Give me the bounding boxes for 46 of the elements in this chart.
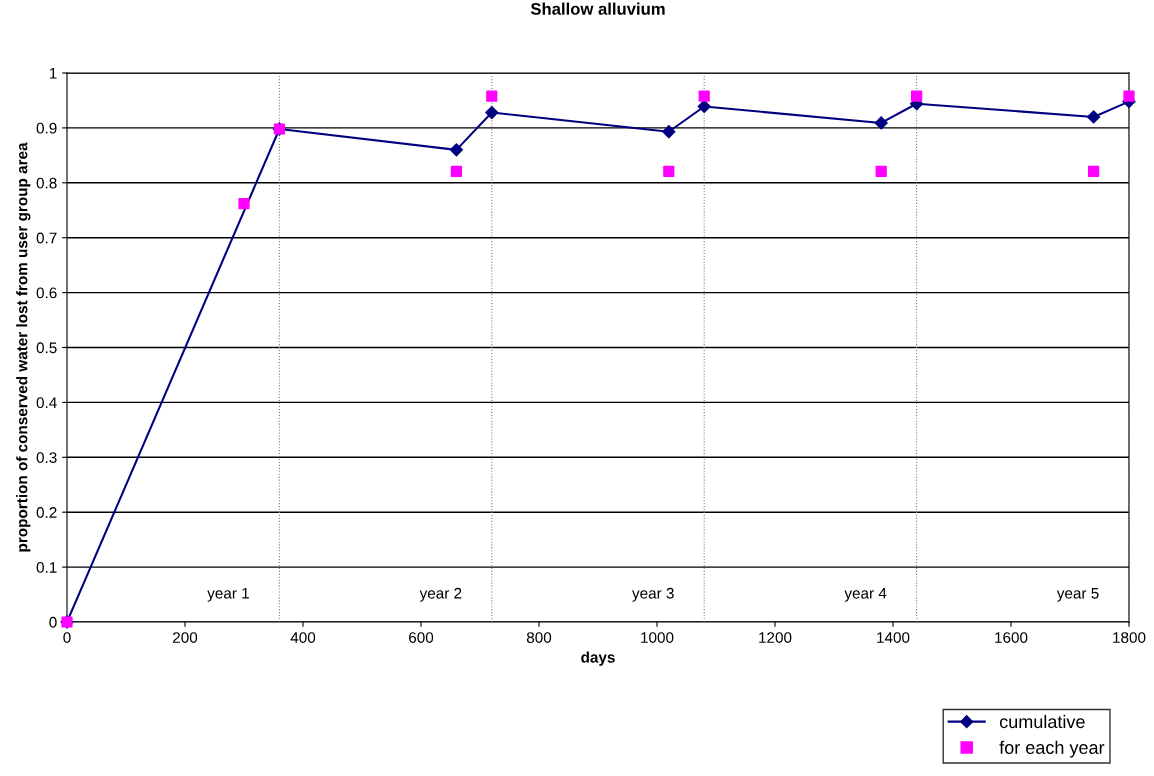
x-tick-label: 800 xyxy=(526,632,552,643)
point xyxy=(450,165,463,177)
y-tick-label: 0.8 xyxy=(36,177,57,189)
y-tick-label: 1 xyxy=(49,68,57,79)
point xyxy=(697,99,711,114)
point xyxy=(238,198,250,210)
chart-title: Shallow alluvium xyxy=(530,2,665,15)
y-tick-label: 0.2 xyxy=(36,507,57,518)
point xyxy=(1087,165,1100,177)
ref-line-label: year 5 xyxy=(1056,587,1099,602)
y-tick-label: 0.1 xyxy=(36,561,57,573)
x-tick-label: 400 xyxy=(290,632,316,643)
point xyxy=(910,90,923,102)
point xyxy=(663,165,675,177)
x-tick-label: 200 xyxy=(173,632,198,643)
ref-line-label: year 2 xyxy=(419,587,462,602)
point xyxy=(1087,110,1101,124)
x-tick-label: 1200 xyxy=(759,632,792,643)
y-tick-label: 0.6 xyxy=(36,287,57,299)
point xyxy=(486,90,498,102)
x-tick-label: 0 xyxy=(63,632,71,643)
point xyxy=(485,105,499,120)
y-tick-label: 0.3 xyxy=(36,452,57,463)
ref-line-label: year 3 xyxy=(632,587,674,602)
x-tick-label: 1600 xyxy=(995,632,1028,643)
y-tick-label: 0 xyxy=(49,616,57,628)
y-tick-label: 0.9 xyxy=(36,122,57,134)
x-tick-label: 1400 xyxy=(877,632,910,643)
x-tick-label: 1000 xyxy=(641,632,674,643)
point xyxy=(1123,90,1135,102)
ref-line-label: year 1 xyxy=(207,587,249,602)
point xyxy=(875,165,887,177)
ref-line-label: year 4 xyxy=(844,587,887,602)
y-tick-label: 0.5 xyxy=(36,342,57,354)
point xyxy=(874,116,888,130)
y-axis-title: proportion of conserved water lost from user group area xyxy=(16,142,31,552)
x-tick-label: 1800 xyxy=(1113,632,1146,643)
legend-label: cumulative xyxy=(999,714,1085,729)
point xyxy=(662,125,676,139)
point xyxy=(449,143,463,157)
x-tick-label: 600 xyxy=(409,632,434,643)
y-tick-label: 0.7 xyxy=(36,232,57,244)
x-axis-title: days xyxy=(581,651,615,666)
point xyxy=(698,90,710,102)
legend-label: for each year xyxy=(999,740,1105,758)
y-tick-label: 0.4 xyxy=(36,397,57,409)
